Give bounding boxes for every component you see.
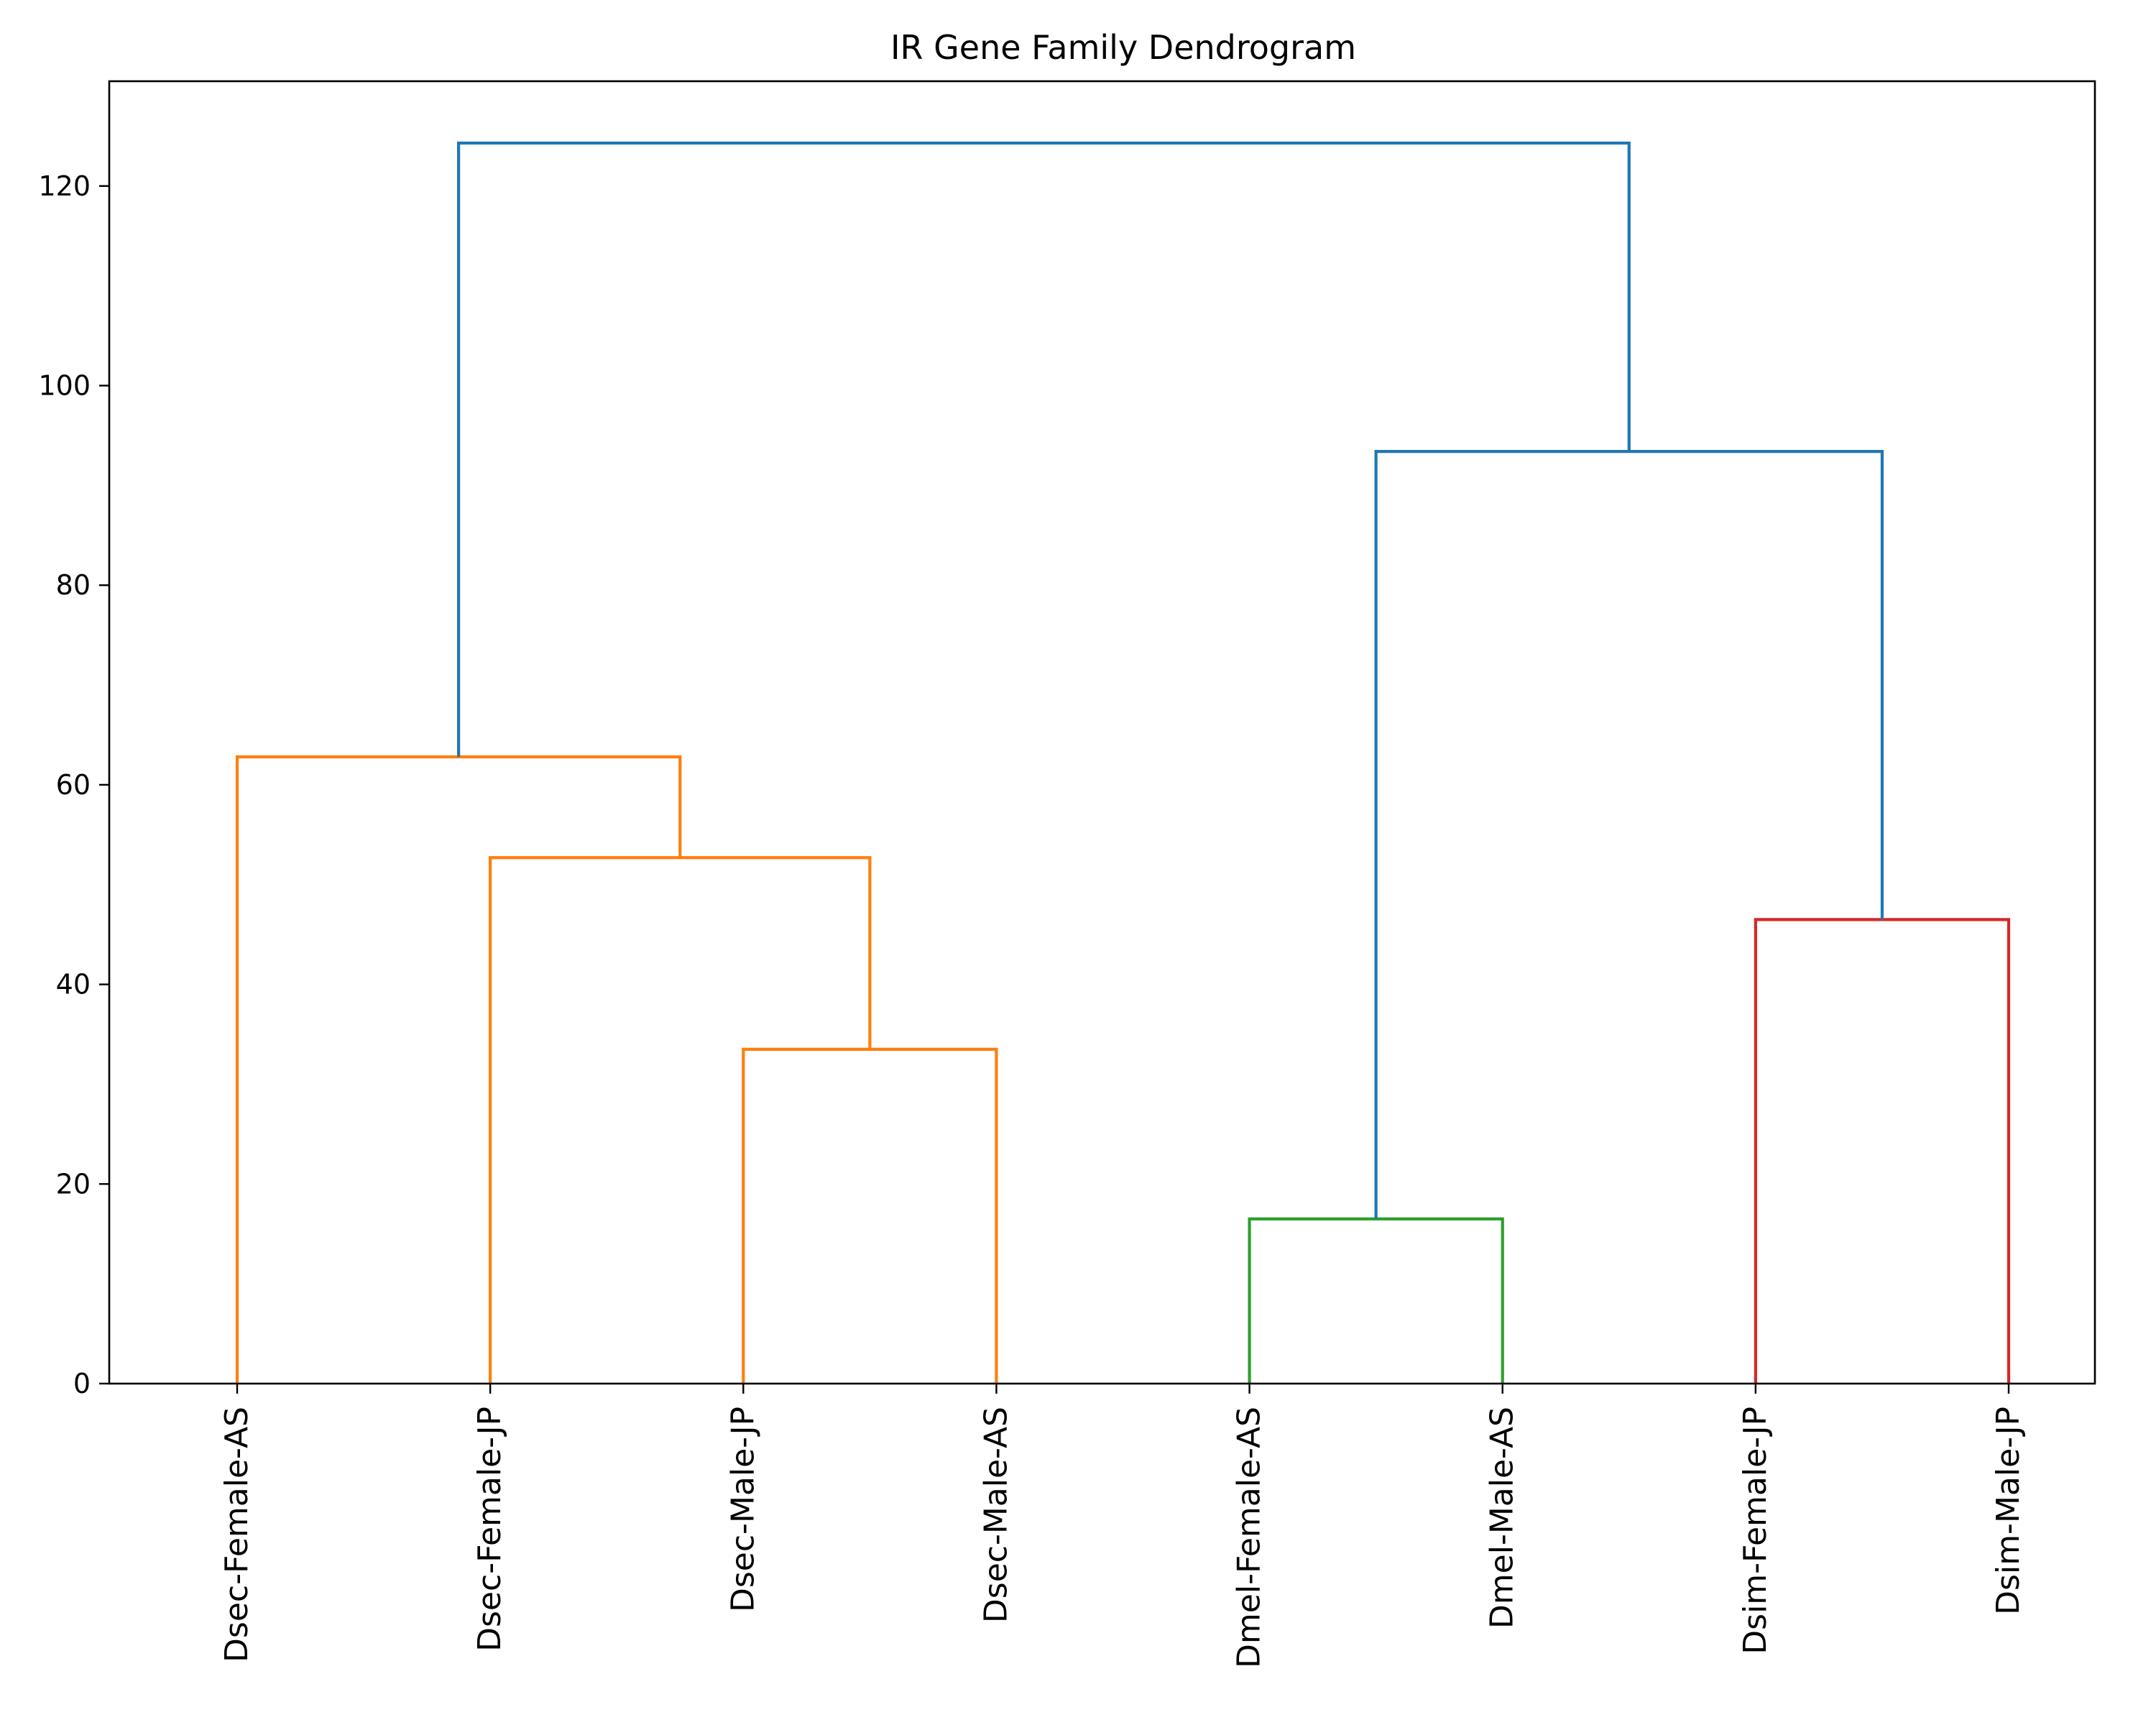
- y-tick-label: 100: [38, 369, 91, 401]
- leaf-label: Dsim-Male-JP: [1990, 1407, 2027, 1615]
- y-tick-label: 120: [38, 170, 91, 202]
- y-tick-label: 40: [56, 969, 91, 1000]
- leaf-label: Dsec-Female-AS: [218, 1407, 255, 1662]
- dendrogram-link-1: [1248, 1217, 1504, 1384]
- y-tick-label: 20: [56, 1168, 91, 1200]
- leaf-label: Dsim-Female-JP: [1737, 1407, 1774, 1655]
- y-tick-label: 60: [56, 769, 91, 801]
- leaf-label: Dmel-Female-AS: [1231, 1407, 1268, 1668]
- dendrogram-link-3: [1754, 918, 2011, 1384]
- dendrogram-link-4: [489, 856, 872, 1384]
- y-axis: 0 20 40 60 80 100 120: [38, 170, 109, 1399]
- dendrogram-link-7: [457, 141, 1631, 758]
- leaf-label: Dmel-Male-AS: [1484, 1407, 1521, 1629]
- leaf-label: Dsec-Female-JP: [471, 1407, 508, 1652]
- dendrogram-link-6: [1374, 450, 1884, 1219]
- leaf-label: Dsec-Male-JP: [724, 1407, 761, 1612]
- plot-frame: [108, 80, 2096, 1385]
- dendrogram-link-5: [235, 755, 682, 1384]
- y-tick-label: 0: [73, 1368, 91, 1399]
- x-axis: Dsec-Female-AS Dsec-Female-JP Dsec-Male-JP…: [218, 1384, 2027, 1668]
- y-tick-label: 80: [56, 569, 91, 601]
- chart-title: IR Gene Family Dendrogram: [890, 28, 1356, 67]
- leaf-label: Dsec-Male-AS: [977, 1407, 1014, 1623]
- dendrogram-link-2: [742, 1047, 998, 1384]
- dendrogram-links: [235, 141, 2011, 1384]
